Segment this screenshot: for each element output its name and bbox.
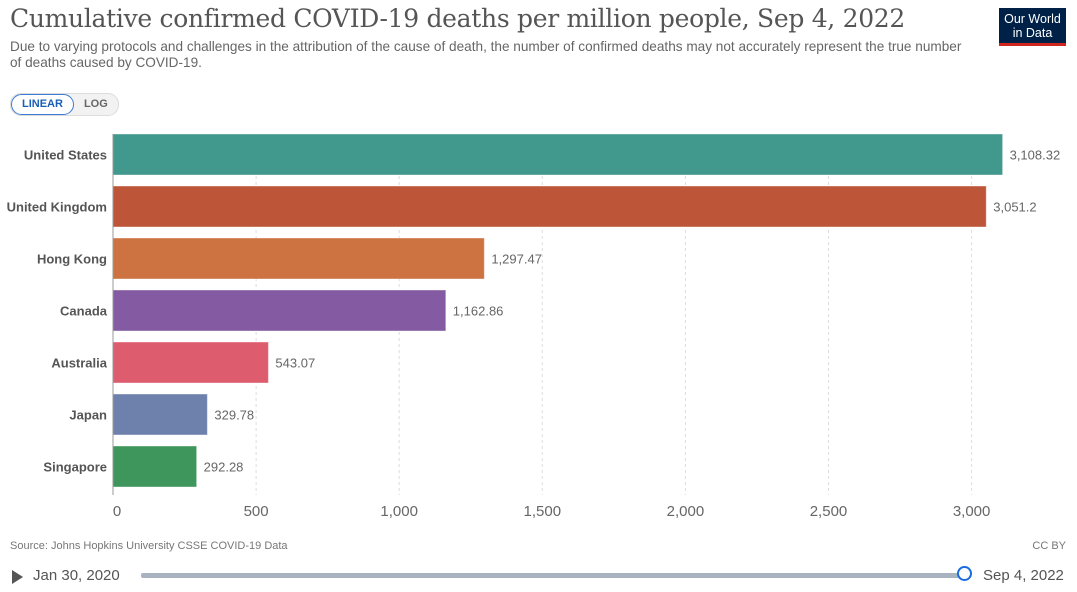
x-tick-label: 500 — [244, 503, 269, 520]
timeline-track[interactable] — [141, 573, 967, 578]
source-note[interactable]: Source: Johns Hopkins University CSSE CO… — [10, 540, 288, 552]
bar[interactable] — [112, 445, 198, 488]
bar[interactable] — [112, 237, 485, 280]
x-tick-label: 2,500 — [810, 503, 848, 520]
chart-subtitle: Due to varying protocols and challenges … — [10, 39, 962, 70]
value-label: 292.28 — [204, 460, 244, 475]
category-label[interactable]: Japan — [69, 408, 107, 423]
category-label[interactable]: Singapore — [43, 460, 107, 475]
value-labels: 3,108.32 3,051.2 1,297.47 1,162.86 543.07 329… — [204, 148, 1061, 475]
bar[interactable] — [112, 289, 447, 332]
chart-title: Cumulative confirmed COVID-19 deaths per… — [10, 4, 906, 33]
bars — [112, 133, 1004, 488]
x-tick-label: 2,000 — [667, 503, 705, 520]
category-label[interactable]: Australia — [51, 356, 107, 371]
play-icon[interactable] — [12, 570, 23, 584]
bar[interactable] — [112, 341, 269, 384]
value-label: 329.78 — [214, 408, 254, 423]
scale-linear-button[interactable]: LINEAR — [11, 94, 74, 115]
bar[interactable] — [112, 133, 1004, 176]
scale-log-button[interactable]: LOG — [83, 98, 108, 110]
logo-line-2: in Data — [1012, 26, 1053, 40]
category-labels: United States United Kingdom Hong Kong Cana… — [7, 148, 108, 475]
bar-chart: United States United Kingdom Hong Kong Cana… — [7, 133, 1061, 520]
x-tick-label: 1,000 — [380, 503, 418, 520]
category-label[interactable]: United Kingdom — [7, 200, 107, 215]
x-tick-label: 0 — [113, 503, 121, 520]
x-tick-label: 3,000 — [953, 503, 991, 520]
scale-toggle: LINEAR LOG — [10, 93, 119, 116]
timeline: Jan 30, 2020 Sep 4, 2022 — [0, 562, 1077, 590]
x-axis-ticks: 0 500 1,000 1,500 2,000 2,500 3,000 — [113, 503, 991, 520]
category-label[interactable]: United States — [24, 148, 107, 163]
license-label[interactable]: CC BY — [1032, 540, 1066, 552]
owid-logo[interactable]: Our World in Data — [999, 8, 1066, 46]
timeline-start-date[interactable]: Jan 30, 2020 — [33, 567, 120, 584]
value-label: 543.07 — [275, 356, 315, 371]
value-label: 3,051.2 — [993, 200, 1036, 215]
timeline-handle[interactable] — [957, 566, 972, 581]
timeline-end-date[interactable]: Sep 4, 2022 — [983, 567, 1064, 584]
x-tick-label: 1,500 — [524, 503, 562, 520]
bar[interactable] — [112, 185, 987, 228]
category-label[interactable]: Canada — [60, 304, 108, 319]
value-label: 1,297.47 — [491, 252, 542, 267]
category-label[interactable]: Hong Kong — [37, 252, 107, 267]
value-label: 3,108.32 — [1010, 148, 1061, 163]
bar[interactable] — [112, 393, 208, 436]
logo-line-1: Our World — [1004, 12, 1061, 26]
value-label: 1,162.86 — [453, 304, 504, 319]
